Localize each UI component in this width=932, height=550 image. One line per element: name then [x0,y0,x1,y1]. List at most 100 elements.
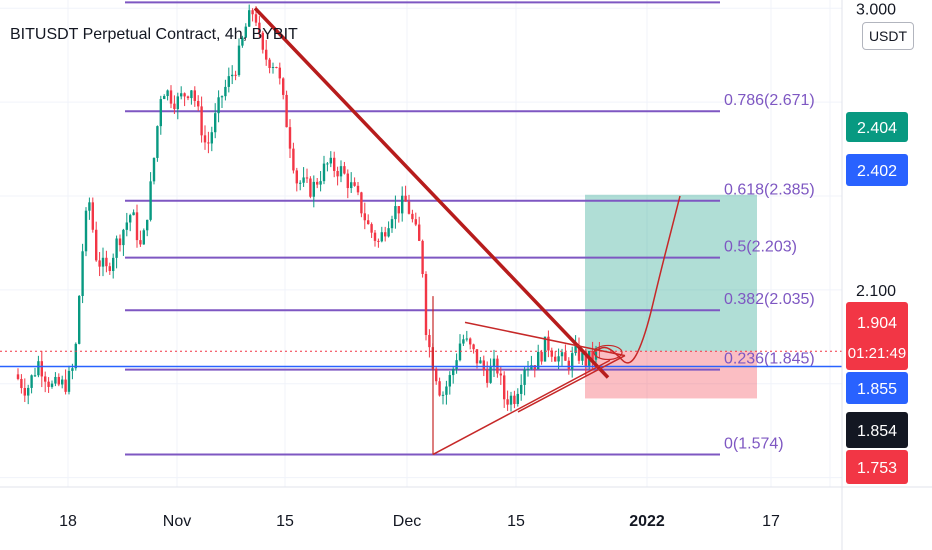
candle-body [445,386,448,395]
candle-body [560,352,564,357]
candle-body [377,240,380,242]
fib-label-0: 0(1.574) [724,435,784,452]
candle-body [557,356,560,362]
candle-body [384,232,387,237]
candle-body [299,182,302,184]
candle-body [594,348,598,360]
projection-loop [593,344,623,361]
candle-body [418,224,421,241]
candle-body [554,356,557,362]
candle-body [288,127,292,149]
candle-body [108,266,111,272]
candle-body [282,78,285,95]
candle-body [401,195,404,214]
candle-body [520,384,523,394]
candle-body [101,257,105,267]
candle-body [322,163,326,182]
candle-body [163,96,166,100]
time-tick: Dec [393,513,421,530]
wedge-lower-line[interactable] [432,359,611,456]
candle-body [523,369,526,385]
candle-body [584,352,587,366]
candle-body [285,94,288,128]
candle-body [16,374,20,379]
candle-body [217,97,220,114]
candle-body [571,353,574,370]
candle-body [231,74,234,77]
profit-zone[interactable] [585,194,757,352]
candle-body [227,76,230,87]
triangle-lower-line[interactable] [517,354,626,413]
candle-body [312,181,315,197]
candle-body [159,99,162,127]
fib-label-0-236: 0.236(1.845) [724,351,815,368]
candle-body [169,90,173,104]
candle-body [78,295,81,344]
candle-body [237,45,241,76]
price-label-box [846,154,908,186]
fib-retracement[interactable]: 0.786(2.671) 0.618(2.385) 0.5(2.203) 0.382(… [125,1,815,456]
candle-body [54,376,57,384]
candle-body [193,90,196,101]
candles [16,4,601,412]
candle-body [234,74,237,76]
candle-body [475,349,479,364]
candle-body [489,366,492,383]
time-axis[interactable]: 18 Nov 15 Dec 15 2022 17 [0,486,932,530]
descending-trendline[interactable] [253,7,610,379]
candle-body [353,182,356,186]
candle-body [197,100,200,107]
candle-body [122,229,125,246]
drawings[interactable] [0,7,842,456]
fib-label-0-618: 0.618(2.385) [724,182,815,199]
price-tick: 3.000 [856,1,896,18]
currency-button[interactable]: USDT [862,22,914,50]
price-axis[interactable]: 3.000 2.100 [841,0,896,550]
candle-body [190,90,193,99]
candle-body [50,383,54,387]
candle-body [360,192,363,214]
candle-body [71,368,74,371]
candle-body [448,375,451,387]
countdown-text: 01:21:49 [848,345,906,362]
fib-label-0-382: 0.382(2.035) [724,291,815,308]
candle-body [472,344,475,350]
candle-body [367,220,370,225]
candle-body [591,350,594,360]
candle-body [180,93,183,97]
price-label-box [846,450,908,484]
candle-body [241,37,244,46]
fib-label-0-786: 0.786(2.671) [724,92,815,109]
candle-body [462,339,465,344]
grid-lines [0,0,842,487]
candle-body [81,251,84,296]
candle-body [509,395,513,405]
candle-body [343,166,346,174]
time-tick: Nov [163,513,191,530]
price-label-text: 1.854 [857,423,897,440]
candle-body [441,394,445,396]
candle-body [67,370,71,392]
price-label-box [846,372,908,404]
position-zones[interactable] [585,194,757,399]
candle-body [210,132,213,144]
candle-body [407,201,411,214]
projection-path[interactable] [594,195,681,364]
candle-body [356,185,360,193]
candle-body [261,32,264,50]
candle-body [452,369,455,376]
candle-body [200,106,203,136]
candle-body [105,257,108,267]
candle-body [465,338,468,340]
time-tick: 15 [507,513,525,530]
candle-body [152,157,156,182]
candle-body [370,224,373,233]
candle-body [135,212,139,241]
candle-body [492,358,496,367]
candle-body [455,360,458,370]
candle-body [20,378,23,389]
candle-body [574,344,577,354]
candle-body [526,368,530,370]
